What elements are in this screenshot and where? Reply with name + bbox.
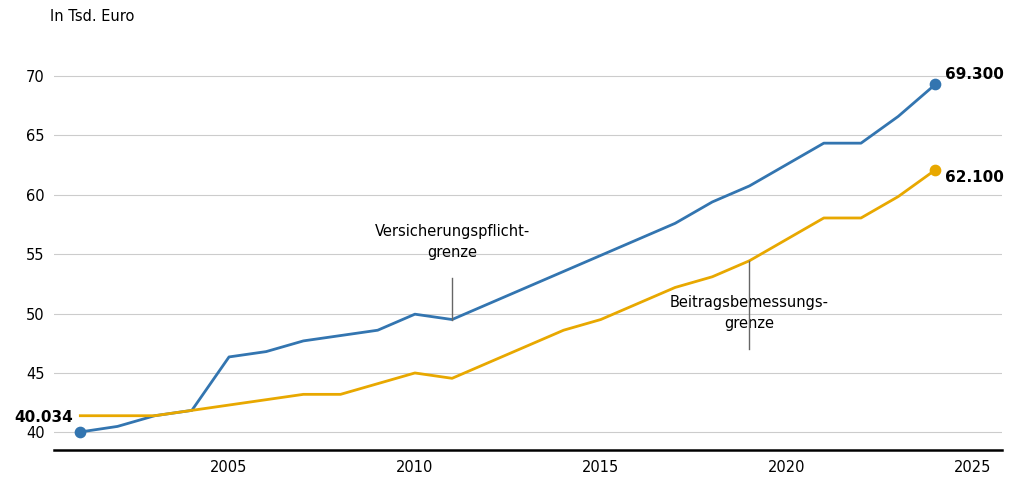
Point	[927, 81, 943, 88]
Point	[927, 166, 943, 174]
Text: Beitragsbemessungs-
grenze: Beitragsbemessungs- grenze	[670, 295, 829, 331]
Text: 62.100: 62.100	[944, 170, 1004, 185]
Text: Versicherungspflicht-
grenze: Versicherungspflicht- grenze	[375, 224, 529, 260]
Text: 40.034: 40.034	[14, 410, 73, 425]
Text: In Tsd. Euro: In Tsd. Euro	[49, 9, 134, 24]
Text: 69.300: 69.300	[944, 68, 1004, 82]
Point	[72, 428, 88, 436]
